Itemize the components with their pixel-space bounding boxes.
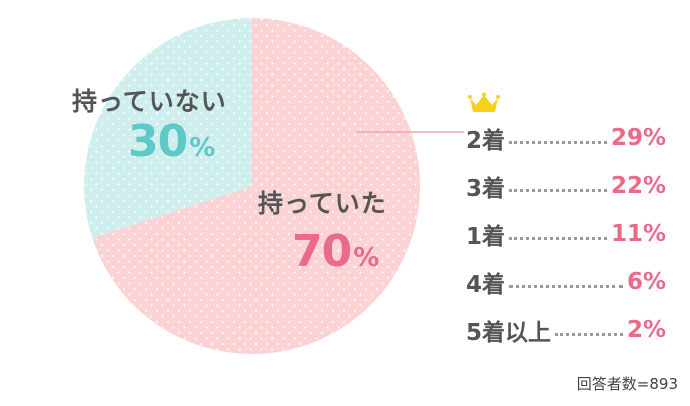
dotted-leader	[509, 236, 607, 240]
crown-icon	[468, 92, 500, 112]
breakdown-label: 2着	[466, 128, 506, 154]
breakdown-value: 29%	[610, 125, 666, 151]
slice-percent-owned: 70%	[292, 226, 379, 277]
slice-percent-not-owned-sign: %	[189, 133, 216, 163]
slice-percent-not-owned: 30%	[128, 116, 215, 167]
breakdown-row-5plus: 5着以上 2%	[466, 306, 666, 354]
breakdown-label: 4着	[466, 272, 506, 298]
dotted-leader	[555, 332, 623, 336]
pie-slice-1	[83, 18, 252, 238]
leader-line	[356, 131, 464, 133]
respondent-count: 回答者数=893	[576, 375, 678, 393]
breakdown-row-2: 2着 29%	[466, 114, 666, 162]
dotted-leader	[509, 140, 607, 144]
breakdown-value: 22%	[610, 173, 666, 199]
slice-label-owned: 持っていた	[258, 189, 387, 218]
breakdown-row-3: 3着 22%	[466, 162, 666, 210]
breakdown-value: 11%	[610, 221, 666, 247]
breakdown-row-1: 1着 11%	[466, 210, 666, 258]
slice-percent-owned-number: 70	[292, 226, 352, 277]
slice-percent-not-owned-number: 30	[128, 116, 188, 167]
dotted-leader	[509, 284, 623, 288]
breakdown-label: 3着	[466, 176, 506, 202]
breakdown-label: 1着	[466, 224, 506, 250]
pie-slice-0	[92, 18, 421, 354]
slice-percent-owned-sign: %	[353, 243, 380, 273]
breakdown-value: 6%	[626, 269, 666, 295]
breakdown-row-4: 4着 6%	[466, 258, 666, 306]
slice-label-not-owned: 持っていない	[72, 87, 227, 116]
dotted-leader	[509, 188, 607, 192]
breakdown-label: 5着以上	[466, 320, 552, 346]
breakdown-value: 2%	[626, 317, 666, 343]
breakdown-list: 2着 29% 3着 22% 1着 11% 4着 6% 5着以上 2%	[466, 114, 666, 354]
